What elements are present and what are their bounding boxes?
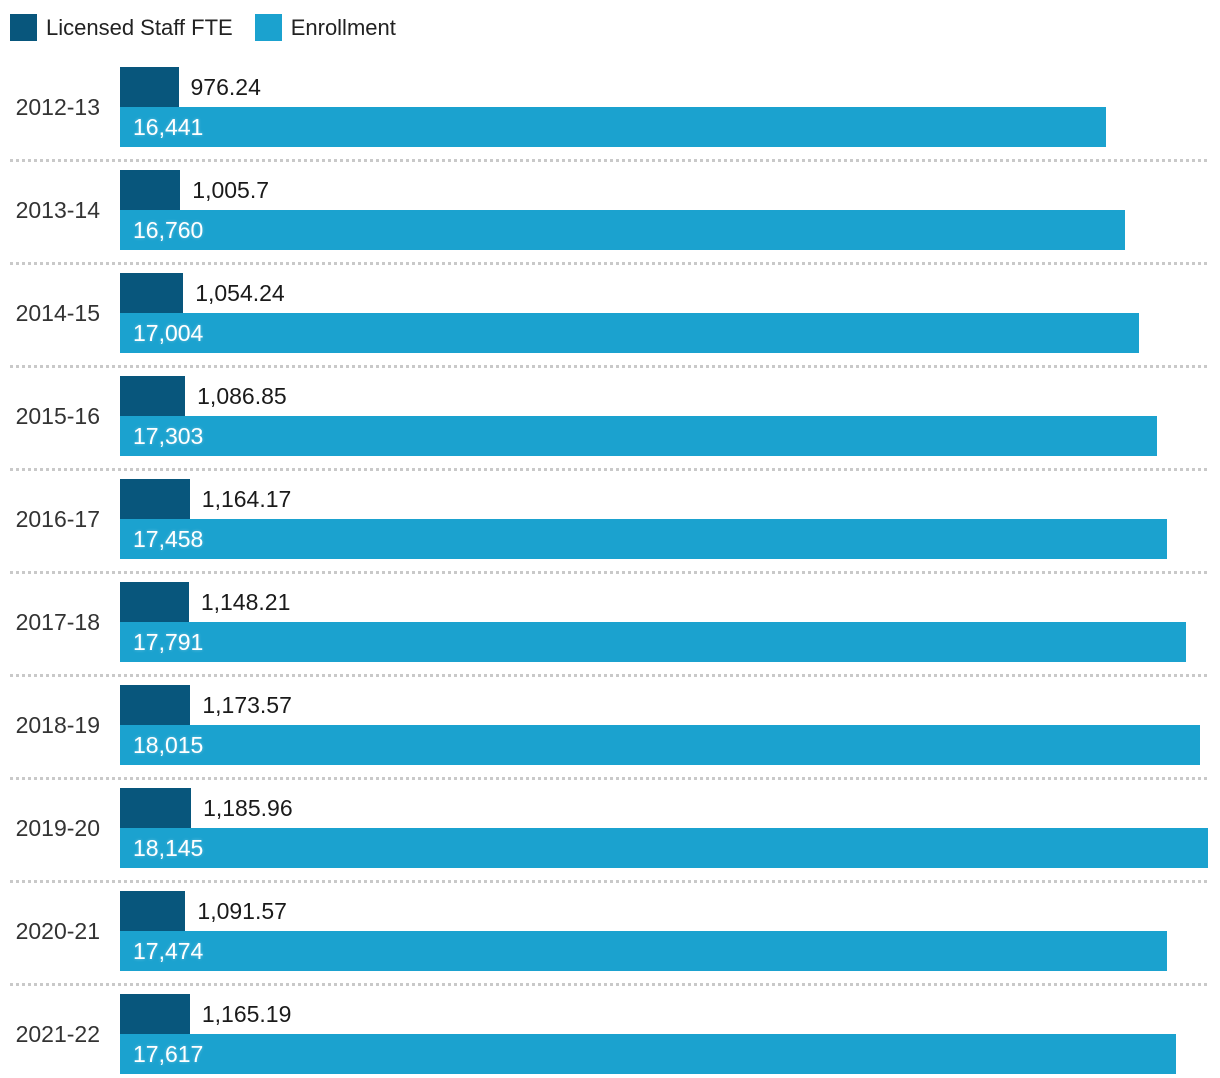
row-bars: 1,054.24 17,004	[120, 273, 1220, 353]
fte-bar	[120, 994, 190, 1034]
fte-bar	[120, 170, 181, 210]
chart-row: 2019-20 1,185.96 18,145	[0, 788, 1220, 883]
enrollment-bar: 17,474	[120, 931, 1168, 971]
year-label: 2020-21	[15, 917, 100, 944]
fte-bar	[120, 582, 189, 622]
fte-bar-line: 1,005.7	[120, 170, 1220, 210]
chart-row: 2017-18 1,148.21 17,791	[0, 582, 1220, 677]
year-label: 2012-13	[15, 93, 100, 120]
fte-bar	[120, 376, 186, 416]
legend-swatch-licensed-staff-fte	[10, 14, 37, 41]
enrollment-value-label: 17,458	[133, 525, 204, 552]
chart-row: 2018-19 1,173.57 18,015	[0, 685, 1220, 780]
legend-label-licensed-staff-fte: Licensed Staff FTE	[46, 14, 233, 40]
fte-value-label: 976.24	[190, 73, 261, 100]
year-label: 2016-17	[15, 505, 100, 532]
row-bars: 1,173.57 18,015	[120, 685, 1220, 765]
enrollment-value-label: 17,474	[133, 937, 204, 964]
row-bars: 1,185.96 18,145	[120, 788, 1220, 868]
enrollment-bar: 18,015	[120, 725, 1200, 765]
enrollment-value-label: 17,004	[133, 319, 204, 346]
row-bars: 1,091.57 17,474	[120, 891, 1220, 971]
fte-bar-line: 1,148.21	[120, 582, 1220, 622]
enrollment-value-label: 16,441	[133, 113, 204, 140]
enrollment-bar: 17,458	[120, 519, 1167, 559]
fte-bar-line: 1,173.57	[120, 685, 1220, 725]
enrollment-bar: 17,617	[120, 1034, 1177, 1074]
chart-row: 2015-16 1,086.85 17,303	[0, 376, 1220, 471]
fte-bar	[120, 479, 190, 519]
legend: Licensed Staff FTE Enrollment	[0, 0, 1220, 41]
row-separator	[10, 262, 1210, 265]
row-bars: 976.24 16,441	[120, 67, 1220, 147]
fte-bar	[120, 67, 179, 107]
legend-item-enrollment[interactable]: Enrollment	[254, 14, 396, 41]
fte-bar-line: 1,054.24	[120, 273, 1220, 313]
row-separator	[10, 674, 1210, 677]
fte-bar	[120, 685, 191, 725]
fte-value-label: 1,164.17	[201, 485, 292, 512]
legend-item-licensed-staff-fte[interactable]: Licensed Staff FTE	[10, 14, 233, 41]
chart-row: 2020-21 1,091.57 17,474	[0, 891, 1220, 986]
fte-bar	[120, 788, 192, 828]
row-bars: 1,148.21 17,791	[120, 582, 1220, 662]
chart-row: 2016-17 1,164.17 17,458	[0, 479, 1220, 574]
fte-bar-line: 1,165.19	[120, 994, 1220, 1034]
legend-swatch-enrollment	[254, 14, 282, 41]
year-label: 2021-22	[15, 1020, 100, 1047]
row-separator	[10, 880, 1210, 883]
fte-value-label: 1,148.21	[200, 588, 291, 615]
enrollment-value-label: 16,760	[133, 216, 204, 243]
fte-value-label: 1,054.24	[195, 279, 285, 306]
enrollment-value-label: 17,791	[133, 628, 204, 655]
year-label: 2017-18	[15, 608, 100, 635]
fte-bar-line: 976.24	[120, 67, 1220, 107]
enrollment-value-label: 18,015	[133, 731, 204, 758]
enrollment-value-label: 18,145	[133, 834, 204, 861]
chart-row: 2014-15 1,054.24 17,004	[0, 273, 1220, 368]
row-separator	[10, 777, 1210, 780]
row-bars: 1,005.7 16,760	[120, 170, 1220, 250]
fte-value-label: 1,165.19	[201, 1000, 292, 1027]
chart-row: 2012-13 976.24 16,441	[0, 67, 1220, 162]
row-bars: 1,165.19 17,617	[120, 994, 1220, 1074]
fte-value-label: 1,086.85	[197, 382, 287, 409]
fte-bar-line: 1,091.57	[120, 891, 1220, 931]
year-label: 2015-16	[15, 402, 100, 429]
fte-bar-line: 1,185.96	[120, 788, 1220, 828]
year-label: 2018-19	[15, 711, 100, 738]
row-bars: 1,086.85 17,303	[120, 376, 1220, 456]
row-separator	[10, 983, 1210, 986]
fte-value-label: 1,005.7	[192, 176, 270, 203]
year-label: 2019-20	[15, 814, 100, 841]
legend-label-enrollment: Enrollment	[290, 14, 396, 40]
fte-value-label: 1,185.96	[203, 794, 293, 821]
row-separator	[10, 571, 1210, 574]
enrollment-bar: 18,145	[120, 828, 1208, 868]
fte-bar-line: 1,086.85	[120, 376, 1220, 416]
fte-value-label: 1,173.57	[202, 691, 292, 718]
row-separator	[10, 159, 1210, 162]
enrollment-bar: 16,441	[120, 107, 1106, 147]
enrollment-bar: 16,760	[120, 210, 1125, 250]
enrollment-bar: 17,004	[120, 313, 1140, 353]
fte-value-label: 1,091.57	[197, 897, 287, 924]
enrollment-value-label: 17,617	[133, 1040, 204, 1067]
row-bars: 1,164.17 17,458	[120, 479, 1220, 559]
row-separator	[10, 365, 1210, 368]
fte-bar	[120, 891, 186, 931]
fte-bar-line: 1,164.17	[120, 479, 1220, 519]
chart-rows: 2012-13 976.24 16,441 2013-14 1,005.7 16…	[0, 67, 1220, 1074]
chart-row: 2013-14 1,005.7 16,760	[0, 170, 1220, 265]
year-label: 2013-14	[15, 196, 100, 223]
enrollment-bar: 17,791	[120, 622, 1187, 662]
enrollment-value-label: 17,303	[133, 422, 204, 449]
row-separator	[10, 468, 1210, 471]
year-label: 2014-15	[15, 299, 100, 326]
fte-bar	[120, 273, 184, 313]
chart-row: 2021-22 1,165.19 17,617	[0, 994, 1220, 1074]
enrollment-bar: 17,303	[120, 416, 1158, 456]
